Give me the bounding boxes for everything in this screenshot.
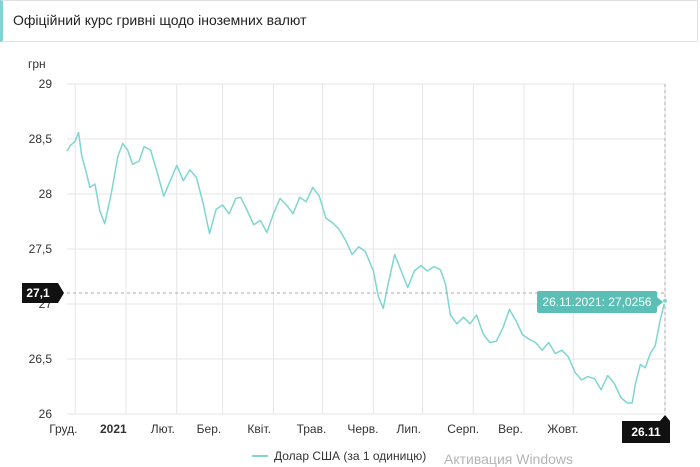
page-title: Офіційний курс гривні щодо іноземних вал… — [13, 12, 307, 28]
hover-point-marker — [662, 297, 668, 304]
x-tick-label: Черв. — [347, 422, 378, 436]
x-tick-label: Лип. — [397, 422, 421, 436]
y-tick-label: 29 — [39, 77, 53, 91]
series-line-usd[interactable] — [66, 131, 666, 404]
page-header: Офіційний курс гривні щодо іноземних вал… — [0, 0, 698, 42]
x-tick-label: Груд. — [49, 422, 77, 436]
chart-grid — [67, 83, 666, 415]
x-tick-label: Бер. — [197, 422, 222, 436]
y-tick-label: 28 — [39, 187, 53, 201]
crosshair-x-label-bg — [622, 415, 670, 443]
y-tick-label: 26,5 — [29, 352, 53, 366]
x-tick-label: Трав. — [297, 422, 327, 436]
crosshair-y-label: 27,1 — [22, 283, 64, 303]
x-tick-label: Вер. — [498, 422, 523, 436]
y-tick-label: 27,5 — [29, 242, 53, 256]
chart-crosshair: 27,1 26.11 26.11.2021: 27,0256 — [22, 84, 670, 443]
legend-label: Долар США (за 1 одиницю) — [274, 449, 427, 463]
crosshair-y-label-text: 27,1 — [26, 286, 50, 300]
chart-legend[interactable]: Долар США (за 1 одиницю) — [252, 449, 426, 463]
y-axis-label: грн — [28, 57, 46, 71]
windows-activation-watermark: Активация Windows — [444, 451, 574, 467]
chart-series[interactable] — [66, 131, 666, 404]
y-tick-label: 26 — [39, 407, 53, 421]
crosshair-x-label: 26.11 — [622, 415, 670, 443]
crosshair-y-label-bg — [22, 283, 64, 303]
x-tick-label: Серп. — [447, 422, 479, 436]
value-tooltip-text: 26.11.2021: 27,0256 — [542, 295, 652, 309]
value-tooltip-arrow — [657, 297, 663, 307]
x-tick-label: Квіт. — [247, 422, 271, 436]
crosshair-x-label-text: 26.11 — [631, 425, 661, 439]
y-tick-label: 28,5 — [29, 132, 53, 146]
x-tick-label: Жовт. — [547, 422, 578, 436]
x-tick-label: Лют. — [151, 422, 175, 436]
value-tooltip: 26.11.2021: 27,0256 — [537, 291, 663, 313]
value-tooltip-bg — [537, 291, 657, 313]
x-tick-label: 2021 — [100, 422, 127, 436]
legend-swatch — [252, 455, 268, 457]
